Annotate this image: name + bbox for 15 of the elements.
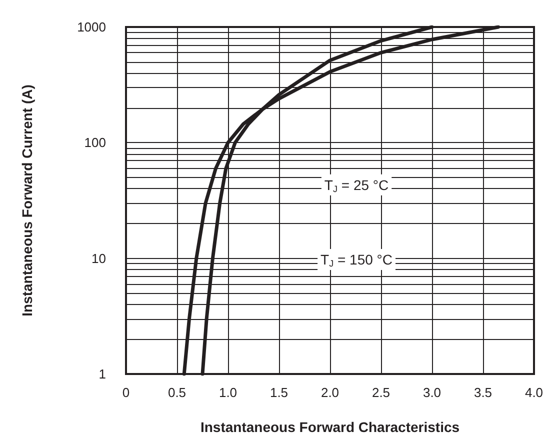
x-tick-label: 1.5 — [270, 385, 288, 400]
x-tick-label: 0 — [122, 385, 130, 400]
y-axis-title: Instantaneous Forward Current (A) — [19, 84, 35, 316]
x-axis-title: Instantaneous Forward Characteristics — [200, 419, 460, 435]
x-tick-label: 2.0 — [320, 385, 340, 400]
x-tick-label: 4.0 — [524, 385, 544, 400]
x-tick-label: 0.5 — [168, 385, 186, 400]
x-tick-label: 3.0 — [422, 385, 442, 400]
x-tick-label: 1.0 — [218, 385, 238, 400]
x-tick-label: 3.5 — [474, 385, 492, 400]
y-tick-label: 100 — [84, 135, 106, 150]
x-tick-label: 2.5 — [372, 385, 390, 400]
y-tick-label: 10 — [92, 250, 106, 266]
y-tick-label: 1000 — [77, 20, 106, 34]
y-tick-label: 1 — [98, 366, 106, 382]
